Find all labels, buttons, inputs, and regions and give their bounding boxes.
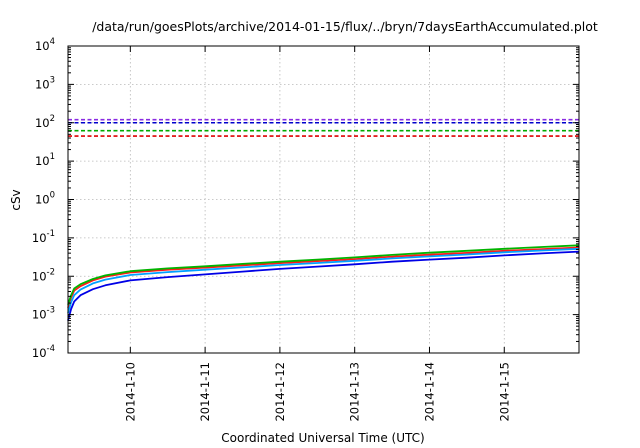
x-tick-label: 2014-1-15 (497, 362, 511, 422)
y-tick-labels: 10-4 10-3 10-2 10-1 100 101 102 103 104 (32, 37, 55, 360)
y-tick-label: 10-2 (32, 267, 55, 283)
y-tick-label: 10-1 (32, 229, 55, 245)
series-line (67, 244, 580, 306)
grid (68, 45, 579, 354)
series-line (67, 246, 580, 309)
y-axis-label: cSv (9, 189, 23, 210)
y-tick-label: 103 (35, 75, 55, 91)
axis-ticks (68, 45, 579, 354)
x-tick-labels: 2014-1-10 2014-1-11 2014-1-12 2014-1-13 2014… (123, 362, 511, 422)
y-tick-label: 102 (35, 114, 55, 130)
y-tick-label: 100 (35, 191, 55, 207)
threshold-lines (68, 118, 579, 137)
x-tick-label: 2014-1-13 (348, 362, 362, 422)
y-tick-label: 10-4 (32, 344, 55, 360)
data-series (67, 244, 580, 321)
x-axis-label: Coordinated Universal Time (UTC) (221, 431, 424, 445)
x-tick-label: 2014-1-12 (273, 362, 287, 422)
series-line (67, 247, 580, 314)
x-tick-label: 2014-1-10 (123, 362, 137, 422)
x-tick-label: 2014-1-14 (422, 362, 436, 422)
x-tick-label: 2014-1-11 (198, 362, 212, 422)
chart-title: /data/run/goesPlots/archive/2014-01-15/f… (92, 19, 598, 34)
y-tick-label: 101 (35, 152, 55, 168)
series-line (67, 250, 580, 321)
y-tick-label: 104 (35, 37, 55, 53)
y-tick-label: 10-3 (32, 306, 55, 322)
